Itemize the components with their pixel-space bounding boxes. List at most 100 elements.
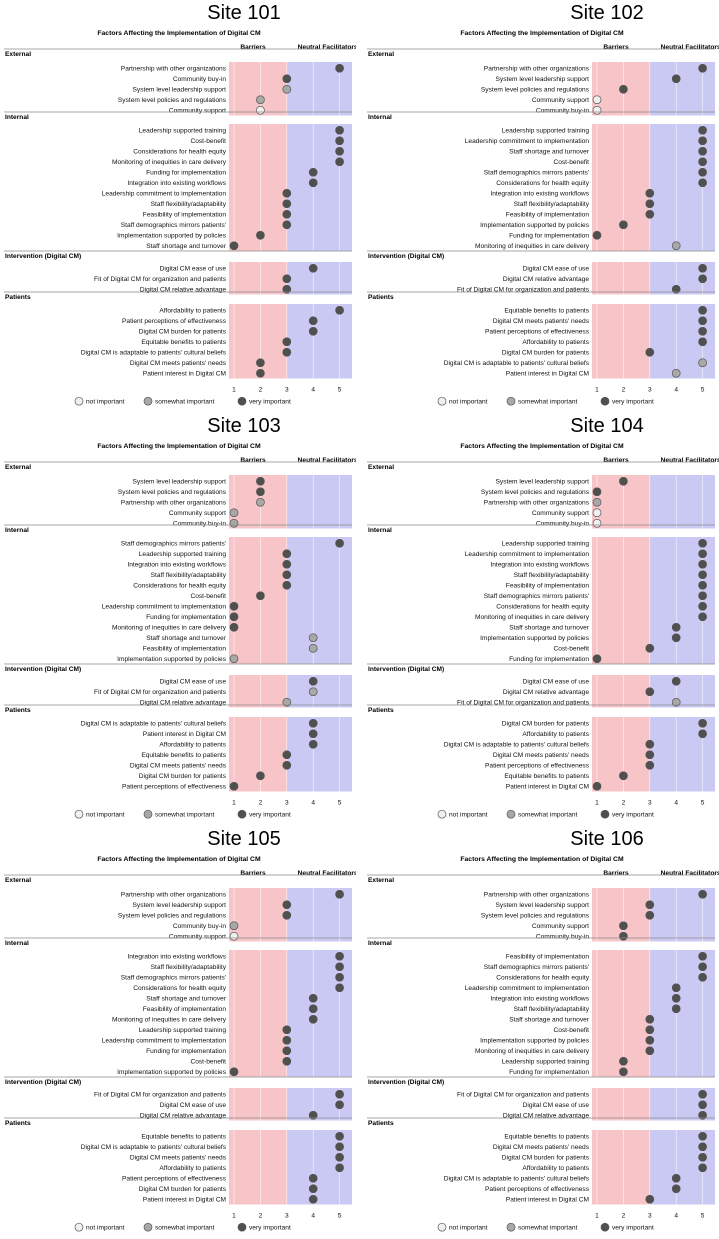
rating-point	[335, 125, 344, 135]
rating-point	[282, 209, 292, 219]
rating-point	[308, 263, 318, 273]
legend-swatch	[237, 1222, 247, 1232]
x-tick-label: 4	[311, 387, 315, 394]
site-chart: Site 105 Factors Affecting the Implementa…	[4, 828, 356, 1232]
factor-label: Staff demographics mirrors patients'	[121, 222, 226, 229]
rating-point	[282, 910, 292, 920]
barriers-band	[229, 262, 287, 295]
rating-point	[282, 284, 292, 294]
rating-point	[671, 241, 681, 251]
rating-point	[335, 1131, 344, 1141]
rating-point	[308, 1014, 318, 1024]
group-label: External	[5, 51, 31, 58]
facilitators-band	[649, 537, 715, 664]
x-tick-label: 1	[232, 1213, 236, 1220]
factor-label: Staff flexibility/adaptability	[151, 572, 227, 579]
column-header: Barriers	[240, 44, 266, 51]
column-header: Neutral	[298, 44, 321, 51]
rating-point	[645, 188, 655, 198]
rating-point	[229, 241, 239, 251]
factor-label: Digital CM relative advantage	[503, 1113, 589, 1120]
barriers-band	[229, 717, 287, 792]
group-label: Internal	[368, 527, 392, 534]
x-tick-label: 5	[701, 1213, 705, 1220]
rating-point	[229, 781, 239, 791]
rating-point	[282, 559, 292, 569]
factor-label: Staff shortage and turnover	[146, 635, 227, 642]
factor-label: System level policies and regulations	[118, 97, 227, 104]
rating-point	[671, 676, 681, 686]
rating-point	[229, 601, 239, 611]
rating-point	[592, 105, 602, 115]
column-header: Barriers	[603, 457, 629, 464]
rating-point	[698, 146, 707, 156]
x-tick-label: 1	[595, 800, 599, 807]
chart-subtitle: Factors Affecting the Implementation of …	[97, 856, 261, 863]
rating-point	[698, 178, 707, 188]
factor-label: Digital CM burden for patients	[139, 773, 227, 780]
factor-label: Affordability to patients	[522, 731, 589, 738]
factor-label: Fit of Digital CM for organization and p…	[94, 1092, 227, 1099]
factor-label: Staff shortage and turnover	[146, 243, 227, 250]
factor-label: System level leadership support	[133, 902, 227, 909]
rating-point	[335, 1152, 344, 1162]
factor-label: Digital CM burden for patients	[502, 1155, 590, 1162]
factor-label: Affordability to patients	[159, 1165, 226, 1172]
factor-label: Equitable benefits to patients	[504, 308, 589, 315]
rating-point	[698, 1100, 707, 1110]
factor-label: Funding for implementation	[146, 170, 226, 177]
rating-point	[256, 497, 265, 507]
rating-point	[619, 931, 628, 941]
factor-label: Community support	[532, 97, 589, 104]
legend-label: somewhat important	[155, 1225, 215, 1232]
rating-point	[308, 993, 318, 1003]
factor-label: Feasibility of implementation	[143, 646, 227, 653]
rating-point	[229, 654, 239, 664]
factor-label: Equitable benefits to patients	[504, 773, 589, 780]
factor-label: Equitable benefits to patients	[141, 1134, 226, 1141]
rating-point	[256, 476, 265, 486]
rating-point	[698, 718, 707, 728]
factor-label: Digital CM meets patients' needs	[130, 1155, 227, 1162]
rating-point	[698, 316, 707, 326]
rating-point	[671, 284, 681, 294]
group-label: Intervention (Digital CM)	[368, 253, 444, 260]
rating-point	[256, 105, 265, 115]
rating-point	[335, 1089, 344, 1099]
rating-point	[282, 337, 292, 347]
barriers-band	[592, 124, 650, 251]
rating-point	[308, 676, 318, 686]
rating-point	[282, 750, 292, 760]
factor-label: Community buy-in	[173, 76, 226, 83]
rating-point	[308, 633, 318, 643]
rating-point	[671, 1173, 681, 1183]
facilitators-band	[649, 717, 715, 792]
rating-point	[645, 199, 655, 209]
facilitators-band	[286, 675, 352, 708]
barriers-band	[592, 304, 650, 379]
factor-label: Funding for implementation	[509, 656, 589, 663]
factor-label: Digital CM ease of use	[523, 679, 590, 686]
rating-point	[671, 983, 681, 993]
barriers-band	[229, 62, 287, 116]
rating-point	[282, 580, 292, 590]
factor-label: Considerations for health equity	[133, 583, 226, 590]
column-header: Neutral	[298, 457, 321, 464]
barriers-band	[592, 537, 650, 664]
column-header: Barriers	[603, 870, 629, 877]
rating-point	[645, 643, 655, 653]
rating-point	[282, 220, 292, 230]
factor-label: Community support	[169, 934, 226, 941]
rating-point	[308, 1004, 318, 1014]
factor-label: Equitable benefits to patients	[141, 339, 226, 346]
barriers-band	[229, 304, 287, 379]
factor-label: Staff shortage and turnover	[509, 149, 590, 156]
facilitators-band	[649, 950, 715, 1077]
factor-label: Staff demographics mirrors patients'	[484, 964, 589, 971]
factor-label: Partnership with other organizations	[121, 892, 227, 899]
legend-label: not important	[86, 399, 125, 406]
group-label: Internal	[5, 114, 29, 121]
legend-swatch	[143, 809, 153, 819]
rating-point	[671, 993, 681, 1003]
x-tick-label: 2	[622, 800, 626, 807]
